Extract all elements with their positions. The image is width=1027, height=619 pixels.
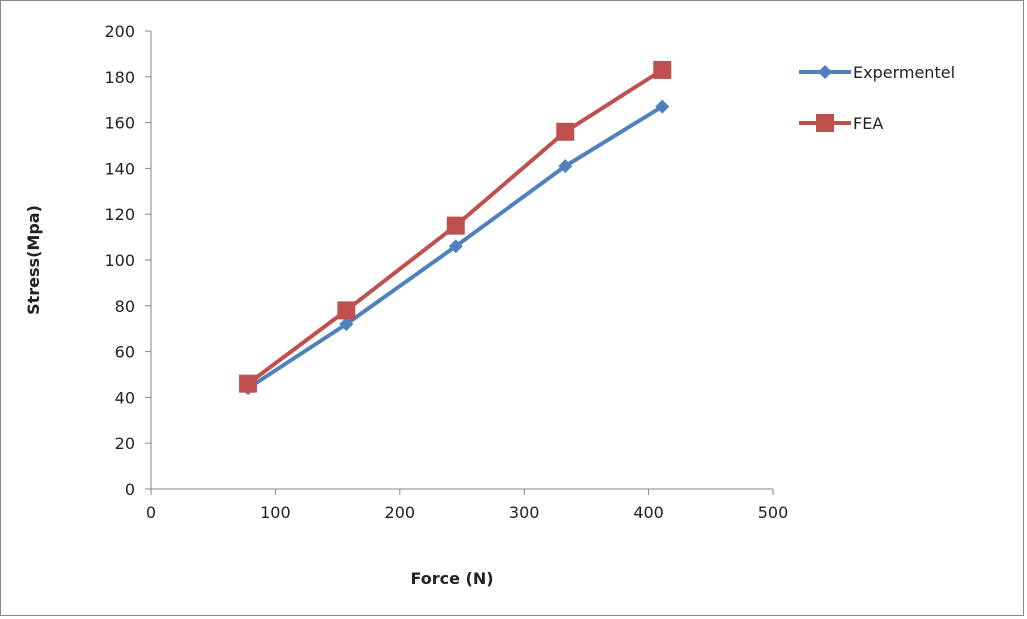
data-point <box>448 239 463 254</box>
y-tick-label: 120 <box>104 205 135 224</box>
x-tick-label: 200 <box>385 503 416 522</box>
y-tick-label: 60 <box>115 343 135 362</box>
x-tick-label: 500 <box>758 503 789 522</box>
y-tick-label: 80 <box>115 297 135 316</box>
series-fea <box>239 60 672 393</box>
data-point <box>558 159 573 174</box>
data-point <box>446 216 465 235</box>
legend-item: Expermentel <box>799 63 955 82</box>
series-layer <box>239 60 672 396</box>
legend-marker <box>818 65 832 79</box>
y-axis-title: Stress(Mpa) <box>24 205 43 315</box>
legend-item: FEA <box>799 114 883 133</box>
x-tick-label: 100 <box>260 503 291 522</box>
data-point <box>337 301 356 320</box>
legend-label: FEA <box>853 114 883 133</box>
y-tick-label: 20 <box>115 434 135 453</box>
data-point <box>655 99 670 114</box>
legend: Expermentel FEA <box>799 63 955 133</box>
legend-marker <box>816 114 834 132</box>
y-tick-label: 140 <box>104 159 135 178</box>
data-point <box>339 317 354 332</box>
data-point <box>556 122 575 141</box>
x-tick-label: 0 <box>146 503 156 522</box>
legend-label: Expermentel <box>853 63 955 82</box>
x-tick-label: 400 <box>633 503 664 522</box>
series-expermentel <box>241 99 670 396</box>
y-tick-label: 40 <box>115 388 135 407</box>
y-tick-label: 160 <box>104 114 135 133</box>
y-tick-label: 200 <box>104 22 135 41</box>
axes: 0 20 40 60 80 100 120 140 160 180 200 0 100 200 300 400… <box>104 22 788 522</box>
x-axis-title: Force (N) <box>410 569 493 588</box>
data-point <box>239 374 258 393</box>
x-tick-label: 300 <box>509 503 540 522</box>
data-point <box>653 60 672 79</box>
y-tick-label: 180 <box>104 68 135 87</box>
y-tick-label: 0 <box>125 480 135 499</box>
y-tick-label: 100 <box>104 251 135 270</box>
